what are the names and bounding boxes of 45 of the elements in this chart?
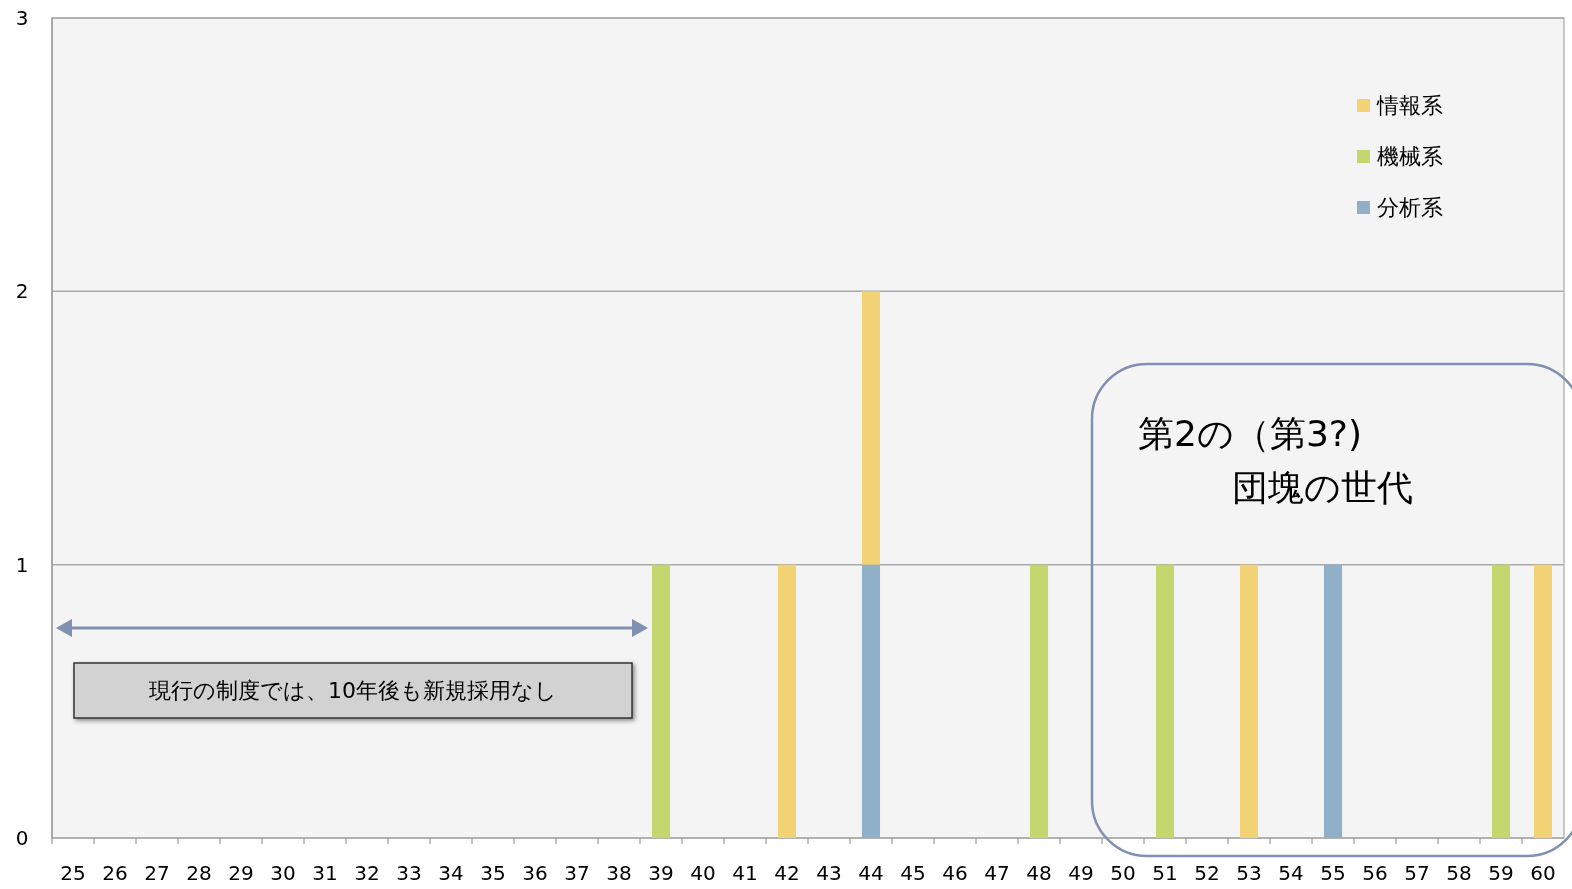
x-tick-label: 50 <box>1110 861 1136 885</box>
x-tick-label: 32 <box>354 861 380 885</box>
x-tick-label: 55 <box>1320 861 1346 885</box>
x-tick-label: 28 <box>186 861 212 885</box>
x-tick-label: 29 <box>228 861 254 885</box>
x-tick-label: 42 <box>774 861 800 885</box>
y-tick-label: 2 <box>15 279 29 304</box>
x-tick-label: 49 <box>1068 861 1094 885</box>
x-tick-label: 45 <box>900 861 926 885</box>
y-tick-label: 3 <box>15 6 29 30</box>
x-tick-label: 60 <box>1530 861 1556 885</box>
x-tick-label: 31 <box>312 861 338 885</box>
x-tick-label: 37 <box>564 861 590 885</box>
annotation: 第2の（第3?) 団塊の世代 <box>1138 413 1413 508</box>
x-tick-label: 39 <box>648 861 674 885</box>
x-tick-label: 57 <box>1404 861 1430 885</box>
x-tick-label: 46 <box>942 861 968 885</box>
annotation: 現行の制度では、10年後も新規採用なし <box>149 678 557 703</box>
x-tick-label: 53 <box>1236 861 1262 885</box>
x-tick-label: 26 <box>102 861 128 885</box>
x-tick-label: 44 <box>858 861 884 885</box>
x-tick-label: 27 <box>144 861 170 885</box>
x-tick-label: 48 <box>1026 861 1052 885</box>
x-tick-label: 25 <box>60 861 86 885</box>
x-tick-label: 56 <box>1362 861 1388 885</box>
x-tick-label: 35 <box>480 861 506 885</box>
x-tick-label: 41 <box>732 861 758 885</box>
x-tick-label: 54 <box>1278 861 1304 885</box>
x-tick-label: 47 <box>984 861 1010 885</box>
x-tick-label: 38 <box>606 861 632 885</box>
y-tick-label: 0 <box>15 826 29 850</box>
legend-label: 分析系 <box>1377 195 1443 220</box>
x-tick-label: 34 <box>438 861 464 885</box>
x-tick-label: 43 <box>816 861 842 885</box>
x-tick-label: 30 <box>270 861 296 885</box>
x-tick-label: 33 <box>396 861 422 885</box>
legend-label: 情報系 <box>1376 93 1443 118</box>
x-tick-label: 51 <box>1152 861 1178 885</box>
y-tick-label: 1 <box>15 552 29 577</box>
x-tick-label: 59 <box>1488 861 1514 885</box>
legend-label: 機械系 <box>1377 144 1443 169</box>
x-tick-label: 58 <box>1446 861 1472 885</box>
x-tick-label: 36 <box>522 861 548 885</box>
x-tick-label: 52 <box>1194 861 1220 885</box>
x-tick-label: 40 <box>690 861 716 885</box>
